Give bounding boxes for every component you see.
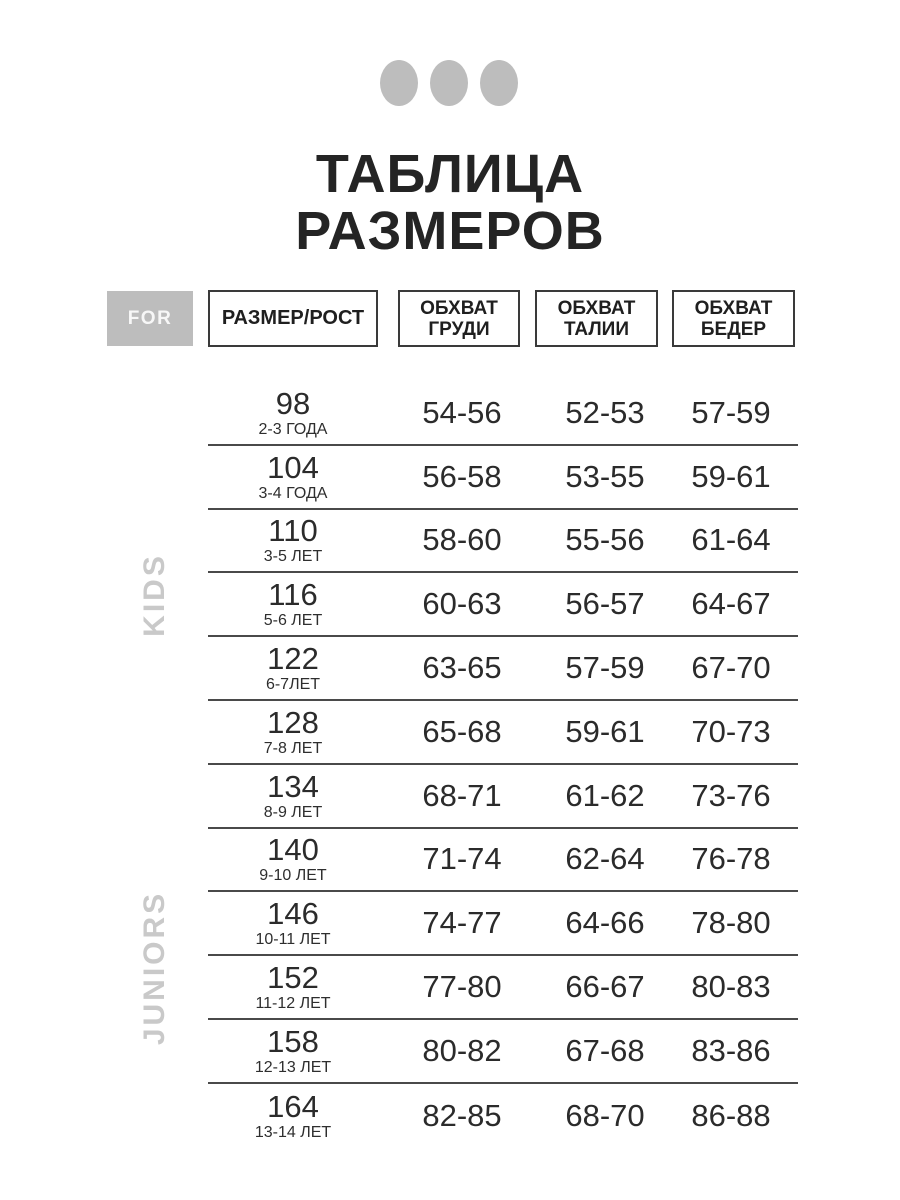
- waist-cell: 52-53: [565, 394, 645, 430]
- hips-cell: 59-61: [691, 458, 771, 494]
- size-value: 134: [267, 768, 319, 804]
- hips-cell: 67-70: [691, 650, 771, 686]
- size-value: 128: [267, 704, 319, 740]
- hips-cell: 57-59: [691, 394, 771, 430]
- size-value: 98: [275, 385, 311, 421]
- decor-dots: [380, 60, 518, 106]
- waist-cell: 68-70: [565, 1097, 645, 1133]
- chest-cell: 65-68: [422, 713, 502, 749]
- column-header-waist: ОБХВАТ ТАЛИИ: [535, 290, 658, 347]
- chest-cell: 56-58: [422, 458, 502, 494]
- group-label-kids: KIDS: [138, 553, 171, 637]
- page-title: ТАБЛИЦА РАЗМЕРОВ: [0, 146, 900, 260]
- column-header-size: РАЗМЕР/РОСТ: [208, 290, 378, 347]
- waist-cell: 67-68: [565, 1032, 645, 1068]
- size-value: 116: [268, 577, 318, 613]
- age-label: 13-14 ЛЕТ: [254, 1123, 332, 1141]
- waist-cell: 59-61: [565, 713, 645, 749]
- size-cell: 134 8-9 ЛЕТ: [208, 770, 378, 822]
- size-cell: 122 6-7ЛЕТ: [208, 642, 378, 694]
- table-row: 122 6-7ЛЕТ 63-65 57-59 67-70: [208, 637, 798, 701]
- size-value: 146: [267, 896, 319, 932]
- chest-cell: 68-71: [422, 777, 502, 813]
- size-value: 104: [267, 449, 319, 485]
- size-cell: 164 13-14 ЛЕТ: [208, 1090, 378, 1142]
- size-value: 152: [267, 960, 319, 996]
- table-row: 158 12-13 ЛЕТ 80-82 67-68 83-86: [208, 1020, 798, 1084]
- chest-cell: 63-65: [422, 650, 502, 686]
- waist-cell: 62-64: [565, 841, 645, 877]
- size-cell: 158 12-13 ЛЕТ: [208, 1025, 378, 1077]
- waist-cell: 64-66: [565, 905, 645, 941]
- size-table: 98 2-3 ГОДА 54-56 52-53 57-59 104 3-4 ГОДА 56-5…: [208, 382, 798, 1148]
- dot-icon: [380, 60, 418, 106]
- age-label: 6-7ЛЕТ: [265, 676, 321, 694]
- chest-cell: 77-80: [422, 969, 502, 1005]
- column-header-hips: ОБХВАТ БЕДЕР: [672, 290, 795, 347]
- waist-cell: 56-57: [565, 586, 645, 622]
- page-title-line2: РАЗМЕРОВ: [295, 201, 605, 261]
- table-row: 110 3-5 ЛЕТ 58-60 55-56 61-64: [208, 510, 798, 574]
- size-cell: 152 11-12 ЛЕТ: [208, 961, 378, 1013]
- size-cell: 98 2-3 ГОДА: [208, 387, 378, 439]
- table-row: 134 8-9 ЛЕТ 68-71 61-62 73-76: [208, 765, 798, 829]
- hips-cell: 73-76: [691, 777, 771, 813]
- age-label: 11-12 ЛЕТ: [255, 995, 331, 1013]
- age-label: 7-8 ЛЕТ: [263, 739, 323, 757]
- column-header-chest: ОБХВАТ ГРУДИ: [398, 290, 520, 347]
- waist-cell: 66-67: [565, 969, 645, 1005]
- chest-cell: 82-85: [422, 1097, 502, 1133]
- age-label: 10-11 ЛЕТ: [255, 931, 331, 949]
- table-row: 164 13-14 ЛЕТ 82-85 68-70 86-88: [208, 1084, 798, 1148]
- hips-cell: 70-73: [691, 713, 771, 749]
- size-cell: 140 9-10 ЛЕТ: [208, 833, 378, 885]
- size-value: 122: [267, 641, 319, 677]
- table-row: 128 7-8 ЛЕТ 65-68 59-61 70-73: [208, 701, 798, 765]
- size-value: 158: [267, 1023, 319, 1059]
- table-row: 116 5-6 ЛЕТ 60-63 56-57 64-67: [208, 573, 798, 638]
- size-value: 110: [268, 513, 318, 549]
- for-badge: FOR: [107, 291, 193, 346]
- chest-cell: 80-82: [422, 1032, 502, 1068]
- age-label: 2-3 ГОДА: [258, 420, 328, 438]
- size-cell: 146 10-11 ЛЕТ: [208, 897, 378, 949]
- age-label: 8-9 ЛЕТ: [263, 803, 323, 821]
- hips-cell: 86-88: [691, 1097, 771, 1133]
- table-row: 104 3-4 ГОДА 56-58 53-55 59-61: [208, 446, 798, 510]
- age-label: 3-5 ЛЕТ: [263, 548, 323, 566]
- waist-cell: 55-56: [565, 522, 645, 558]
- chest-cell: 58-60: [422, 522, 502, 558]
- page-title-line1: ТАБЛИЦА: [315, 144, 585, 204]
- chest-cell: 71-74: [422, 841, 502, 877]
- group-label-juniors: JUNIORS: [138, 890, 171, 1046]
- table-row: 152 11-12 ЛЕТ 77-80 66-67 80-83: [208, 956, 798, 1020]
- size-value: 140: [267, 832, 319, 868]
- dot-icon: [430, 60, 468, 106]
- size-cell: 104 3-4 ГОДА: [208, 451, 378, 503]
- table-row: 146 10-11 ЛЕТ 74-77 64-66 78-80: [208, 892, 798, 957]
- size-cell: 110 3-5 ЛЕТ: [208, 514, 378, 566]
- waist-cell: 61-62: [565, 777, 645, 813]
- table-row: 140 9-10 ЛЕТ 71-74 62-64 76-78: [208, 829, 798, 893]
- hips-cell: 76-78: [691, 841, 771, 877]
- table-row: 98 2-3 ГОДА 54-56 52-53 57-59: [208, 382, 798, 446]
- age-label: 9-10 ЛЕТ: [259, 867, 327, 885]
- chest-cell: 60-63: [422, 586, 502, 622]
- hips-cell: 78-80: [691, 905, 771, 941]
- hips-cell: 83-86: [691, 1032, 771, 1068]
- chest-cell: 74-77: [422, 905, 502, 941]
- waist-cell: 53-55: [565, 458, 645, 494]
- hips-cell: 61-64: [691, 522, 771, 558]
- chest-cell: 54-56: [422, 394, 502, 430]
- age-label: 5-6 ЛЕТ: [263, 612, 323, 630]
- age-label: 3-4 ГОДА: [258, 484, 328, 502]
- size-value: 164: [267, 1088, 319, 1124]
- hips-cell: 64-67: [691, 586, 771, 622]
- dot-icon: [480, 60, 518, 106]
- waist-cell: 57-59: [565, 650, 645, 686]
- size-cell: 128 7-8 ЛЕТ: [208, 706, 378, 758]
- size-cell: 116 5-6 ЛЕТ: [208, 578, 378, 630]
- hips-cell: 80-83: [691, 969, 771, 1005]
- age-label: 12-13 ЛЕТ: [254, 1058, 332, 1076]
